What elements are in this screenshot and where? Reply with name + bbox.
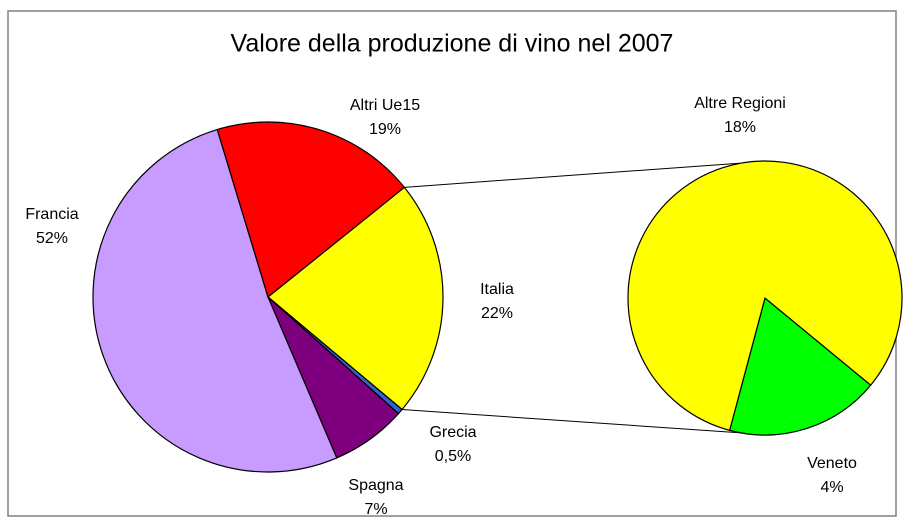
pie-slice [267,186,444,411]
slice-label: Francia [25,206,78,223]
slice-value-label: 19% [369,121,401,138]
slice-label: Altre Regioni [694,95,786,112]
slice-label: Veneto [807,455,857,472]
connector-line [404,162,742,188]
pie-slice [92,128,338,473]
chart-title: Valore della produzione di vino nel 2007 [231,30,674,58]
slice-value-label: 7% [364,501,387,517]
connector-line [402,409,742,434]
slice-label: Altri Ue15 [350,97,420,114]
slice-label: Grecia [429,424,476,441]
slice-value-label: 4% [820,479,843,496]
slice-value-label: 18% [724,119,756,136]
slice-label: Spagna [348,477,403,494]
pie-slice [728,296,872,436]
slice-value-label: 22% [481,305,513,322]
slice-value-label: 0,5% [435,448,471,465]
slice-label: Italia [480,281,514,298]
pie-slice [627,160,903,432]
slice-value-label: 52% [36,230,68,247]
pie-slice [216,121,406,299]
